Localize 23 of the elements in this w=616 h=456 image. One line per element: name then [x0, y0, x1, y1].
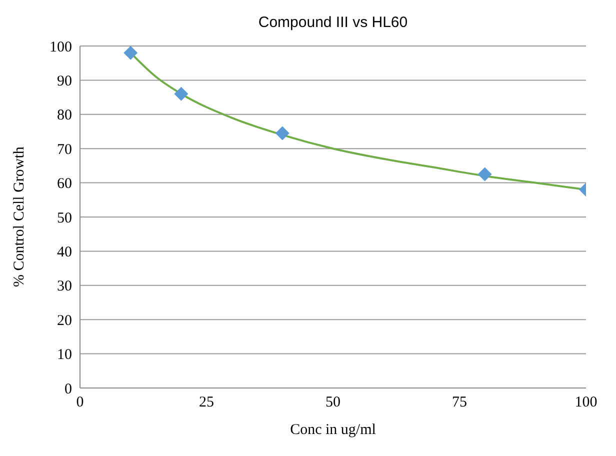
point — [174, 86, 188, 101]
x-axis-title: Conc in ug/ml — [290, 422, 376, 438]
point — [275, 126, 290, 140]
y-tick-label: 20 — [57, 312, 72, 329]
x-tick-label: 100 — [574, 394, 598, 411]
x-tick-label: 50 — [326, 394, 340, 411]
x-tick-label: 75 — [452, 394, 467, 411]
y-tick-label: 40 — [57, 244, 72, 261]
y-tick-label: 100 — [50, 39, 72, 56]
chart-title: Compound III vs HL60 — [257, 14, 409, 31]
y-tick-label: 30 — [57, 278, 72, 295]
point — [478, 167, 492, 182]
y-tick-label: 70 — [57, 142, 72, 158]
y-tick-label: 50 — [57, 210, 72, 226]
x-tick-label: 0 — [76, 394, 84, 411]
x-tick-label: 25 — [199, 394, 214, 411]
y-tick-label: 10 — [57, 347, 72, 364]
y-tick-label: 80 — [57, 108, 72, 124]
y-axis-title: % Control Cell Growth — [11, 146, 28, 287]
y-tick-label: 0 — [64, 381, 72, 398]
y-tick-label: 90 — [57, 74, 72, 90]
point — [124, 46, 138, 60]
y-tick-label: 60 — [57, 176, 72, 192]
